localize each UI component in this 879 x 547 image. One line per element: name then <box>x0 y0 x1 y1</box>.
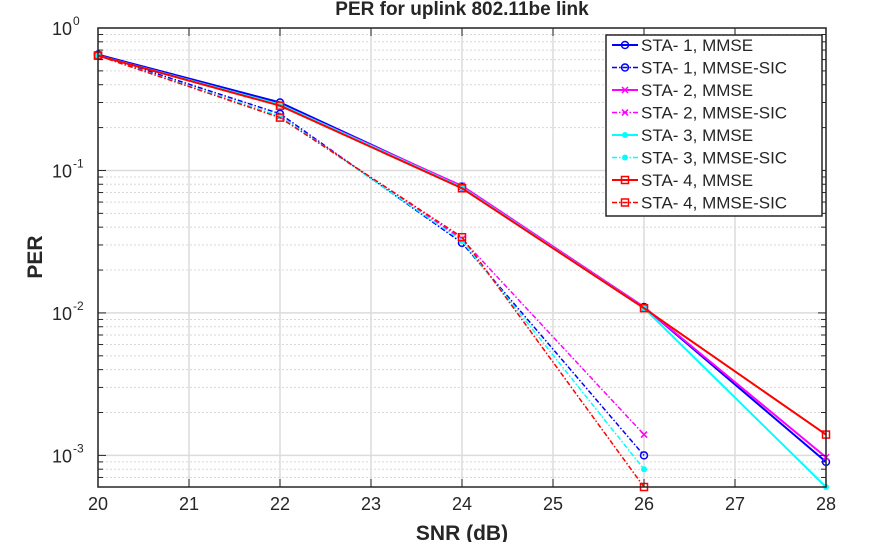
data-point <box>275 113 285 122</box>
legend-marker <box>622 154 628 161</box>
y-axis-label: PER <box>24 235 47 278</box>
x-tick-label: 22 <box>270 494 290 514</box>
series-line-7 <box>97 54 827 436</box>
legend-marker <box>622 132 628 138</box>
x-tick-label: 23 <box>361 494 381 514</box>
x-axis-label: SNR (dB) <box>416 522 508 542</box>
legend-entry: STA- 2, MMSE-SIC <box>641 104 787 123</box>
legend-marker <box>620 40 630 50</box>
data-point <box>639 303 649 313</box>
y-tick-label-exponent: -3 <box>73 441 84 455</box>
y-tick-label-exponent: -2 <box>73 299 84 313</box>
data-point <box>457 184 467 193</box>
legend-marker <box>620 63 630 72</box>
series-line-8 <box>97 54 645 488</box>
chart-title: PER for uplink 802.11be link <box>335 0 589 20</box>
data-point <box>275 101 285 110</box>
y-tick-label-base: 10 <box>52 446 72 466</box>
y-tick-label-base: 10 <box>52 19 72 39</box>
y-tick-label-base: 10 <box>52 304 72 324</box>
legend-marker <box>621 86 629 94</box>
y-tick-label-base: 10 <box>52 161 72 181</box>
x-tick-label: 27 <box>725 494 745 514</box>
axes-box <box>97 27 827 488</box>
legend-entry: STA- 3, MMSE-SIC <box>641 149 787 168</box>
legend-entry: STA- 1, MMSE <box>641 36 753 55</box>
data-point <box>641 466 647 473</box>
x-tick-label: 21 <box>179 494 199 514</box>
series-line-2 <box>97 53 645 456</box>
x-tick-label: 20 <box>88 494 108 514</box>
y-tick-label-exponent: 0 <box>73 14 80 28</box>
data-point <box>640 431 648 439</box>
legend-entry: STA- 1, MMSE-SIC <box>641 59 787 78</box>
legend-box <box>605 34 823 217</box>
legend-marker <box>620 175 630 185</box>
x-tick-label: 26 <box>634 494 654 514</box>
legend-entry: STA- 3, MMSE <box>641 126 753 145</box>
x-tick-label: 28 <box>816 494 836 514</box>
legend-entry: STA- 2, MMSE <box>641 81 753 100</box>
y-tick-label-exponent: -1 <box>73 156 84 170</box>
legend-marker <box>621 108 629 117</box>
data-point <box>457 232 467 242</box>
x-tick-label: 24 <box>452 494 472 514</box>
legend-marker <box>620 198 630 207</box>
x-tick-label: 25 <box>543 494 563 514</box>
legend-entry: STA- 4, MMSE <box>641 171 753 190</box>
data-point <box>639 451 649 460</box>
legend-entry: STA- 4, MMSE-SIC <box>641 194 787 213</box>
